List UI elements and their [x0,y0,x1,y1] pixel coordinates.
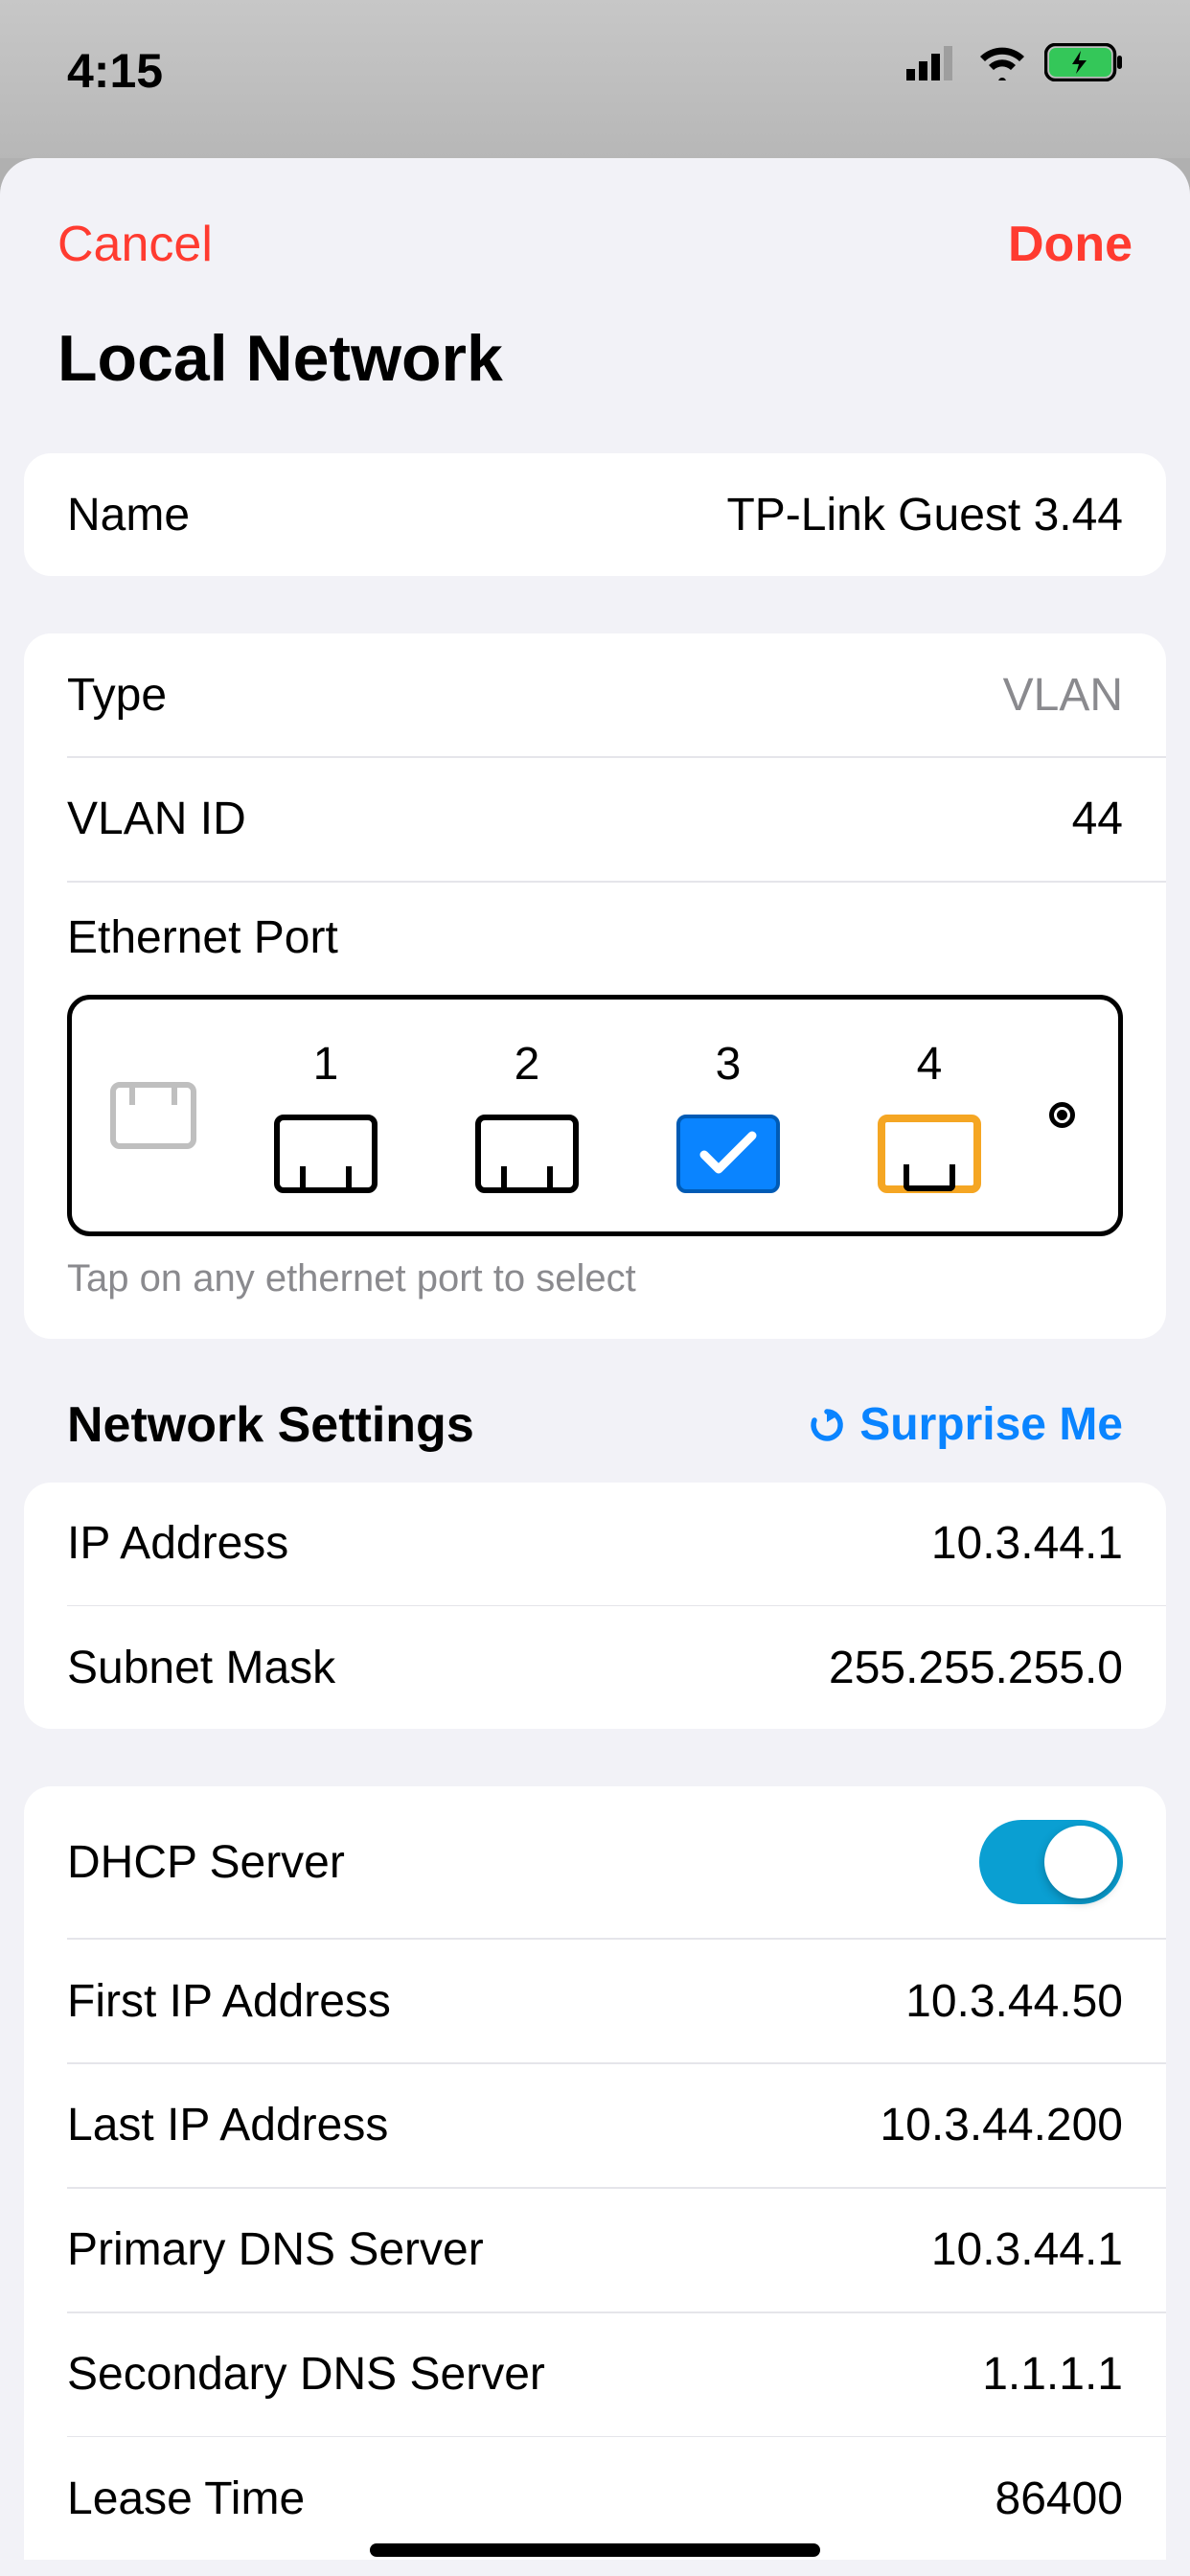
vlan-id-row[interactable]: VLAN ID 44 [24,758,1166,881]
ethernet-hint: Tap on any ethernet port to select [67,1257,1123,1300]
check-icon [699,1131,757,1177]
wan-port-icon [110,1082,196,1149]
network-settings-header: Network Settings Surprise Me [0,1396,1190,1483]
ethernet-port-4-highlighted[interactable] [878,1115,981,1193]
dhcp-server-label: DHCP Server [67,1836,345,1889]
first-ip-label: First IP Address [67,1975,391,2028]
port-4-column: 4 [829,1038,1030,1193]
port-1-number: 1 [313,1038,339,1091]
first-ip-value: 10.3.44.50 [905,1975,1123,2028]
nav-bar: Cancel Done [0,158,1190,302]
ip-address-value: 10.3.44.1 [931,1517,1123,1570]
secondary-dns-value: 1.1.1.1 [982,2348,1123,2401]
vlan-id-value: 44 [1072,793,1123,845]
vlan-group: Type VLAN VLAN ID 44 Ethernet Port 1 2 [24,633,1166,1339]
primary-dns-row[interactable]: Primary DNS Server 10.3.44.1 [24,2189,1166,2312]
name-label: Name [67,489,190,541]
battery-icon [1044,43,1123,81]
network-group: IP Address 10.3.44.1 Subnet Mask 255.255… [24,1483,1166,1730]
ethernet-port-1[interactable] [274,1115,378,1193]
name-group: Name TP-Link Guest 3.44 [24,453,1166,576]
type-label: Type [67,669,167,722]
ethernet-port-label: Ethernet Port [67,911,1123,964]
modal-sheet: Cancel Done Local Network Name TP-Link G… [0,158,1190,2576]
toggle-knob [1044,1826,1117,1898]
port-3-column: 3 [628,1038,829,1193]
refresh-icon [809,1407,845,1443]
last-ip-row[interactable]: Last IP Address 10.3.44.200 [24,2064,1166,2187]
wifi-icon [977,44,1027,80]
vlan-id-label: VLAN ID [67,793,246,845]
ethernet-port-3-selected[interactable] [676,1115,780,1193]
surprise-me-label: Surprise Me [859,1398,1123,1451]
network-settings-title: Network Settings [67,1396,474,1454]
subnet-mask-value: 255.255.255.0 [829,1642,1123,1694]
port-2-number: 2 [515,1038,540,1091]
primary-dns-value: 10.3.44.1 [931,2223,1123,2276]
port-3-number: 3 [716,1038,742,1091]
type-value: VLAN [1003,669,1123,722]
subnet-mask-label: Subnet Mask [67,1642,335,1694]
cellular-icon [906,44,960,80]
status-icons [906,43,1123,81]
home-indicator[interactable] [370,2543,820,2557]
surprise-me-button[interactable]: Surprise Me [809,1398,1123,1451]
primary-dns-label: Primary DNS Server [67,2223,484,2276]
cancel-button[interactable]: Cancel [57,216,213,273]
type-row[interactable]: Type VLAN [24,633,1166,756]
port-1-column: 1 [225,1038,426,1193]
last-ip-value: 10.3.44.200 [880,2099,1123,2151]
port-4-number: 4 [917,1038,943,1091]
secondary-dns-row[interactable]: Secondary DNS Server 1.1.1.1 [24,2313,1166,2436]
record-icon[interactable] [1049,1102,1075,1128]
dhcp-server-row: DHCP Server [24,1786,1166,1938]
first-ip-row[interactable]: First IP Address 10.3.44.50 [24,1940,1166,2062]
port-2-column: 2 [426,1038,628,1193]
done-button[interactable]: Done [1008,216,1133,273]
ip-address-label: IP Address [67,1517,288,1570]
ethernet-port-box: 1 2 3 4 [67,995,1123,1236]
dhcp-group: DHCP Server First IP Address 10.3.44.50 … [24,1786,1166,2560]
subnet-mask-row[interactable]: Subnet Mask 255.255.255.0 [24,1606,1166,1729]
lease-time-value: 86400 [995,2472,1123,2525]
status-time: 4:15 [67,43,163,99]
name-value: TP-Link Guest 3.44 [726,489,1123,541]
ethernet-port-2[interactable] [475,1115,579,1193]
lease-time-label: Lease Time [67,2472,305,2525]
status-bar: 4:15 [0,0,1190,158]
last-ip-label: Last IP Address [67,2099,388,2151]
name-row[interactable]: Name TP-Link Guest 3.44 [24,453,1166,576]
secondary-dns-label: Secondary DNS Server [67,2348,545,2401]
lease-time-row[interactable]: Lease Time 86400 [24,2437,1166,2560]
dhcp-server-toggle[interactable] [979,1820,1123,1904]
page-title: Local Network [0,302,1190,453]
ethernet-section: Ethernet Port 1 2 3 4 [24,883,1166,1339]
ip-address-row[interactable]: IP Address 10.3.44.1 [24,1483,1166,1605]
